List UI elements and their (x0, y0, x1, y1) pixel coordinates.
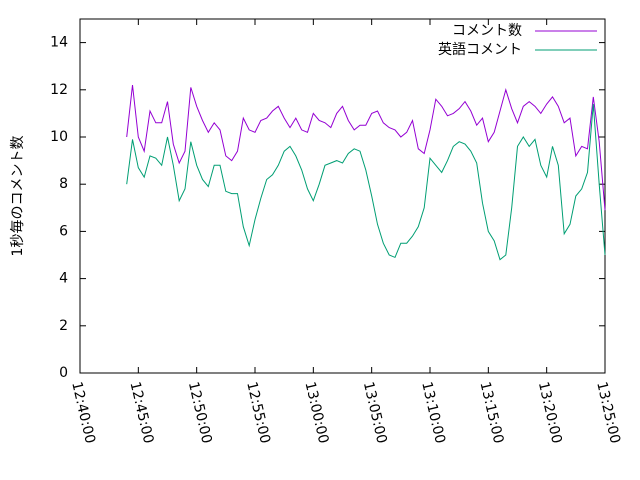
y-tick-label: 6 (59, 223, 68, 239)
y-tick-label: 12 (50, 82, 68, 98)
y-tick-label: 4 (59, 271, 68, 287)
x-tick-label: 13:25:00 (593, 380, 623, 445)
x-tick-label: 13:05:00 (360, 380, 390, 445)
y-axis-label: 1秒毎のコメント数 (10, 136, 26, 257)
y-tick-label: 0 (59, 365, 68, 381)
plot-border (79, 18, 606, 374)
x-tick-label: 12:40:00 (68, 380, 98, 445)
x-tick-label: 12:50:00 (185, 380, 215, 445)
x-tick-label: 13:00:00 (302, 380, 332, 445)
x-tick-label: 13:20:00 (535, 380, 565, 445)
legend-label: コメント数 (452, 23, 522, 39)
series-line (126, 103, 606, 261)
x-tick-label: 12:55:00 (243, 380, 273, 445)
y-tick-label: 8 (59, 176, 68, 192)
y-tick-label: 10 (50, 129, 68, 145)
legend-label: 英語コメント (438, 41, 522, 58)
y-tick-label: 14 (50, 35, 68, 51)
x-tick-label: 13:15:00 (477, 380, 507, 445)
x-tick-label: 12:45:00 (127, 380, 157, 445)
series-line (126, 85, 606, 211)
x-tick-label: 13:10:00 (418, 380, 448, 445)
y-tick-label: 2 (59, 318, 68, 334)
